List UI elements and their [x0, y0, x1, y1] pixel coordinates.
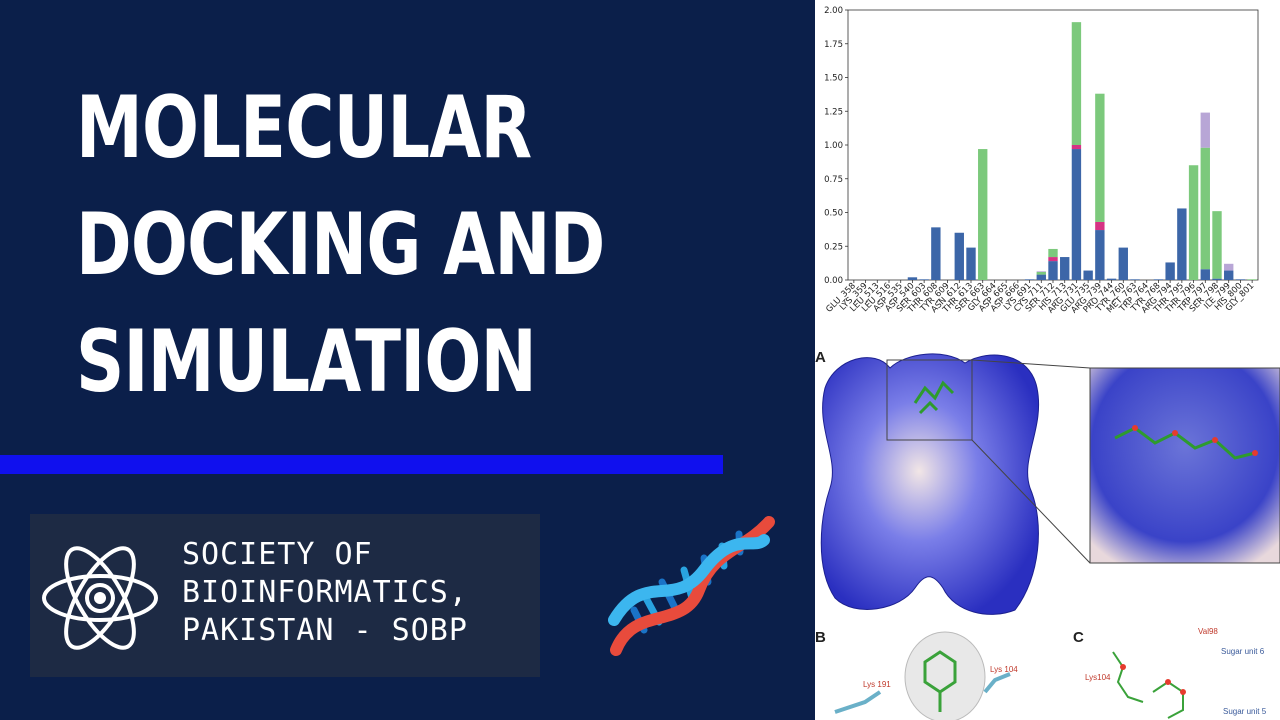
bar-segment	[1212, 211, 1222, 279]
bar-segment	[1060, 257, 1070, 280]
bar-segment	[1083, 270, 1093, 280]
bar-segment	[1036, 271, 1046, 272]
bar-segment	[1188, 165, 1199, 280]
bar-segment	[1095, 221, 1105, 231]
bar-segment	[1153, 279, 1164, 280]
bar-segment	[1024, 279, 1035, 280]
bar-segment	[1200, 269, 1210, 280]
bar-segment	[954, 232, 964, 280]
organization-logo-box: SOCIETY OF BIOINFORMATICS, PAKISTAN - SO…	[30, 514, 540, 677]
bar-segment	[1200, 147, 1210, 270]
bar-segment	[1071, 22, 1082, 145]
y-tick-label: 0.50	[824, 209, 843, 219]
bar-segment	[931, 227, 941, 280]
atom-logo-icon	[42, 546, 158, 650]
bar-segment	[1095, 230, 1105, 280]
bar-segment	[1071, 145, 1082, 150]
bar-segment	[1118, 247, 1128, 280]
bar-segment	[1048, 261, 1058, 280]
y-tick-label: 0.75	[824, 175, 843, 185]
bar-segment	[1224, 263, 1234, 271]
bar-segment	[919, 279, 929, 280]
figure-panel: 0.00 0.25 0.50 0.75 1.00 1.25 1.50 1.75 2.00 GLU_…	[815, 0, 1280, 720]
y-tick-label: 0.25	[824, 242, 843, 252]
bar-segment	[1212, 278, 1222, 280]
bar-segment	[1048, 248, 1058, 258]
y-tick-label: 1.50	[824, 74, 843, 84]
zoomed-binding-pocket	[1089, 367, 1280, 564]
y-tick-label: 2.00	[824, 6, 843, 16]
bar-segment	[1165, 262, 1175, 280]
bar-segment	[1177, 208, 1187, 280]
bar-segment	[978, 149, 988, 280]
panel-c-interaction-view: C Val98 Sugar unit 6 Lys104 Sugar unit 5	[1073, 627, 1267, 719]
accent-divider	[0, 455, 723, 474]
residue-label: Lys 191	[863, 680, 891, 689]
y-tick-label: 1.75	[824, 40, 843, 50]
y-tick-label: 0.00	[824, 276, 843, 286]
bar-segment	[1130, 279, 1140, 280]
bar-segment	[1036, 271, 1046, 275]
bar-segment	[1048, 257, 1058, 262]
bar-segment	[1224, 270, 1234, 280]
title-panel: MOLECULAR DOCKING AND SIMULATION SOCIETY…	[0, 78, 775, 677]
sugar-unit-label: Sugar unit 6	[1221, 647, 1265, 656]
bar-segment	[1200, 112, 1210, 148]
protein-surface-figure: A	[815, 349, 1280, 615]
residue-label: Lys104	[1085, 673, 1111, 682]
dna-helix-icon	[608, 516, 775, 656]
residue-label: Lys 104	[990, 665, 1018, 674]
residue-label: Val98	[1198, 627, 1218, 636]
protein-surface	[820, 353, 1039, 615]
ligand-molecule	[913, 380, 955, 415]
y-tick-label: 1.00	[824, 141, 843, 151]
organization-name: SOCIETY OF BIOINFORMATICS, PAKISTAN - SO…	[182, 537, 468, 648]
bar-segment	[1235, 279, 1246, 280]
panel-b-label: B	[815, 629, 826, 646]
bar-segment	[1071, 149, 1082, 280]
panel-b-interaction-view: B Lys 191 Lys 104	[815, 629, 1018, 720]
page-title: MOLECULAR DOCKING AND SIMULATION	[76, 78, 605, 412]
interaction-fraction-chart: 0.000.250.500.751.001.251.501.752.00GLU_…	[824, 6, 1259, 316]
bar-segment	[1106, 278, 1117, 280]
bar-segment	[1247, 279, 1257, 280]
panel-a-label: A	[815, 349, 826, 366]
bar-segment	[1036, 274, 1046, 280]
y-tick-label: 1.25	[824, 107, 843, 117]
bar-segment	[1095, 93, 1105, 222]
bar-segment	[966, 247, 976, 280]
sugar-unit-label: Sugar unit 5	[1223, 707, 1267, 716]
bar-segment	[907, 277, 918, 280]
panel-c-label: C	[1073, 629, 1084, 646]
